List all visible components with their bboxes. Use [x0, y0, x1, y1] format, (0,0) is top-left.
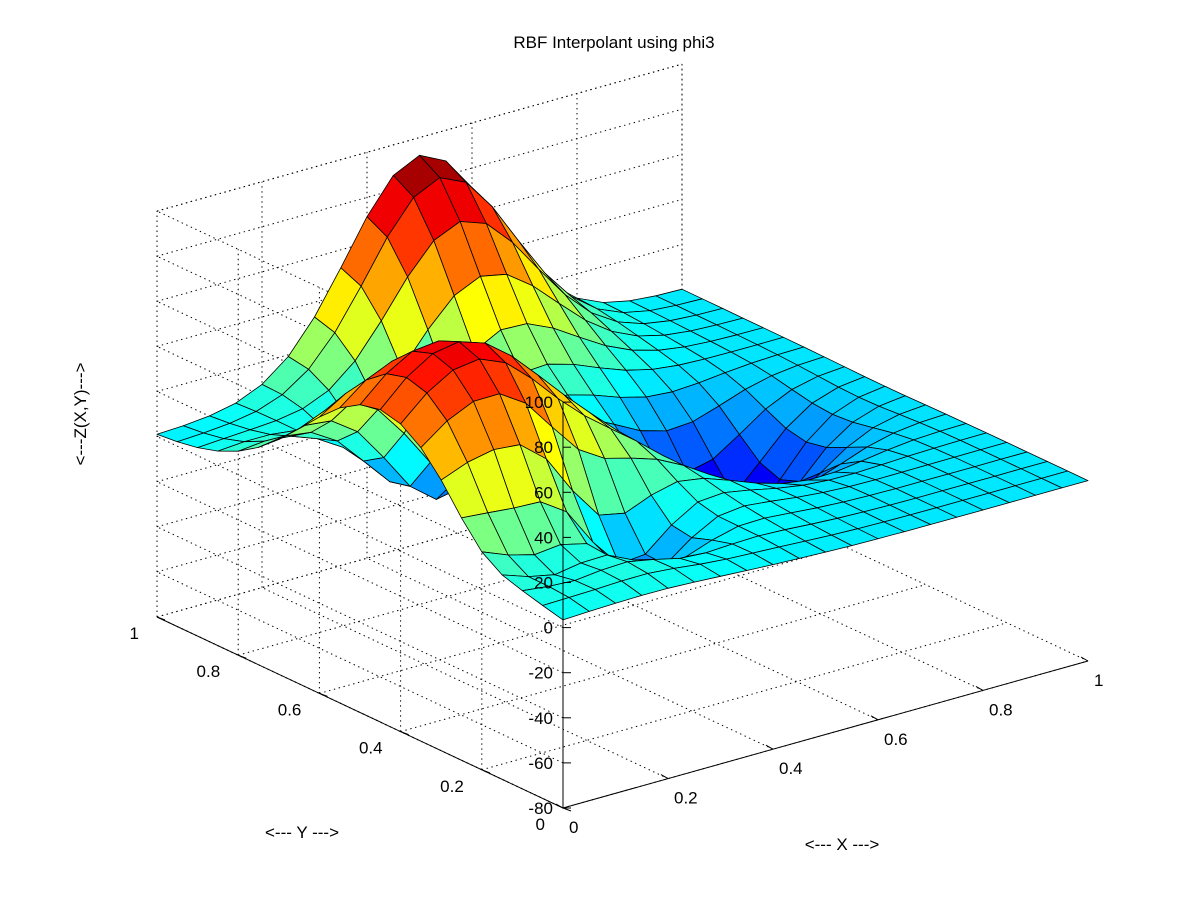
wall-grid-line [156, 334, 683, 483]
wall-grid-line [156, 379, 683, 528]
x-tick-label: 0 [569, 818, 578, 837]
wall-grid-line [156, 244, 683, 392]
x-tick-label: 1 [1094, 671, 1103, 690]
z-tick-label: -20 [528, 664, 553, 683]
surface-facet [542, 597, 590, 621]
z-tick-label: 0 [544, 619, 553, 638]
wall-grid-line [156, 153, 683, 302]
y-axis-label: <--- Y ---> [265, 823, 339, 842]
x-tick-mark [1080, 656, 1089, 662]
wall-grid-line [156, 108, 683, 257]
y-tick-label: 1 [130, 624, 139, 643]
floor-grid-line [261, 587, 669, 780]
z-tick-label: -60 [528, 754, 553, 773]
x-tick-mark [660, 774, 669, 780]
wall-grid-line [156, 469, 683, 618]
y-tick-label: 0.2 [440, 777, 464, 796]
axis-layer [156, 401, 1089, 812]
y-tick-mark [562, 807, 572, 812]
x-tick-label: 0.4 [779, 759, 803, 778]
x-tick-mark [765, 744, 774, 750]
y-tick-mark [238, 654, 247, 659]
y-tick-label: 0 [536, 815, 545, 834]
x-tick-label: 0.2 [674, 789, 698, 808]
y-tick-mark [400, 731, 409, 736]
z-tick-label: 20 [534, 574, 553, 593]
x-axis-label: <--- X ---> [805, 835, 880, 854]
z-axis-label: <---Z(X,Y)---> [71, 362, 90, 465]
tick-labels: -80 -60 -40 -20 0 20 40 60 80 100 0 0.2 0.4 0.6 0.8 1 0 0… [130, 393, 1104, 837]
x-axis-line [562, 660, 1089, 809]
x-tick-mark [555, 803, 564, 809]
z-tick-label: 40 [534, 528, 553, 547]
floor-grid-line [238, 507, 764, 656]
grid-layer [156, 63, 1089, 809]
z-tick-label: -80 [528, 799, 553, 818]
x-tick-mark [870, 715, 879, 721]
surface-layer [156, 154, 1089, 621]
y-tick-mark [481, 769, 490, 774]
wall-grid-line [156, 424, 683, 573]
y-tick-mark [319, 692, 328, 697]
y-tick-mark [156, 616, 166, 621]
y-tick-label: 0.6 [278, 700, 302, 719]
chart-title: RBF Interpolant using phi3 [513, 33, 714, 52]
box-edge [156, 63, 683, 212]
z-tick-label: 100 [525, 393, 553, 412]
floor-grid-line [481, 622, 1007, 771]
floor-grid-line [400, 584, 926, 733]
x-tick-mark [975, 685, 984, 691]
x-tick-label: 0.6 [884, 730, 908, 749]
y-tick-label: 0.4 [359, 739, 383, 758]
wall-grid-line [156, 198, 683, 347]
x-tick-label: 0.8 [989, 700, 1013, 719]
y-axis-line [156, 616, 564, 809]
z-tick-label: 60 [534, 483, 553, 502]
z-tick-label: -40 [528, 709, 553, 728]
z-tick-label: 80 [534, 438, 553, 457]
floor-grid-line [319, 545, 845, 694]
y-tick-label: 0.8 [197, 662, 221, 681]
